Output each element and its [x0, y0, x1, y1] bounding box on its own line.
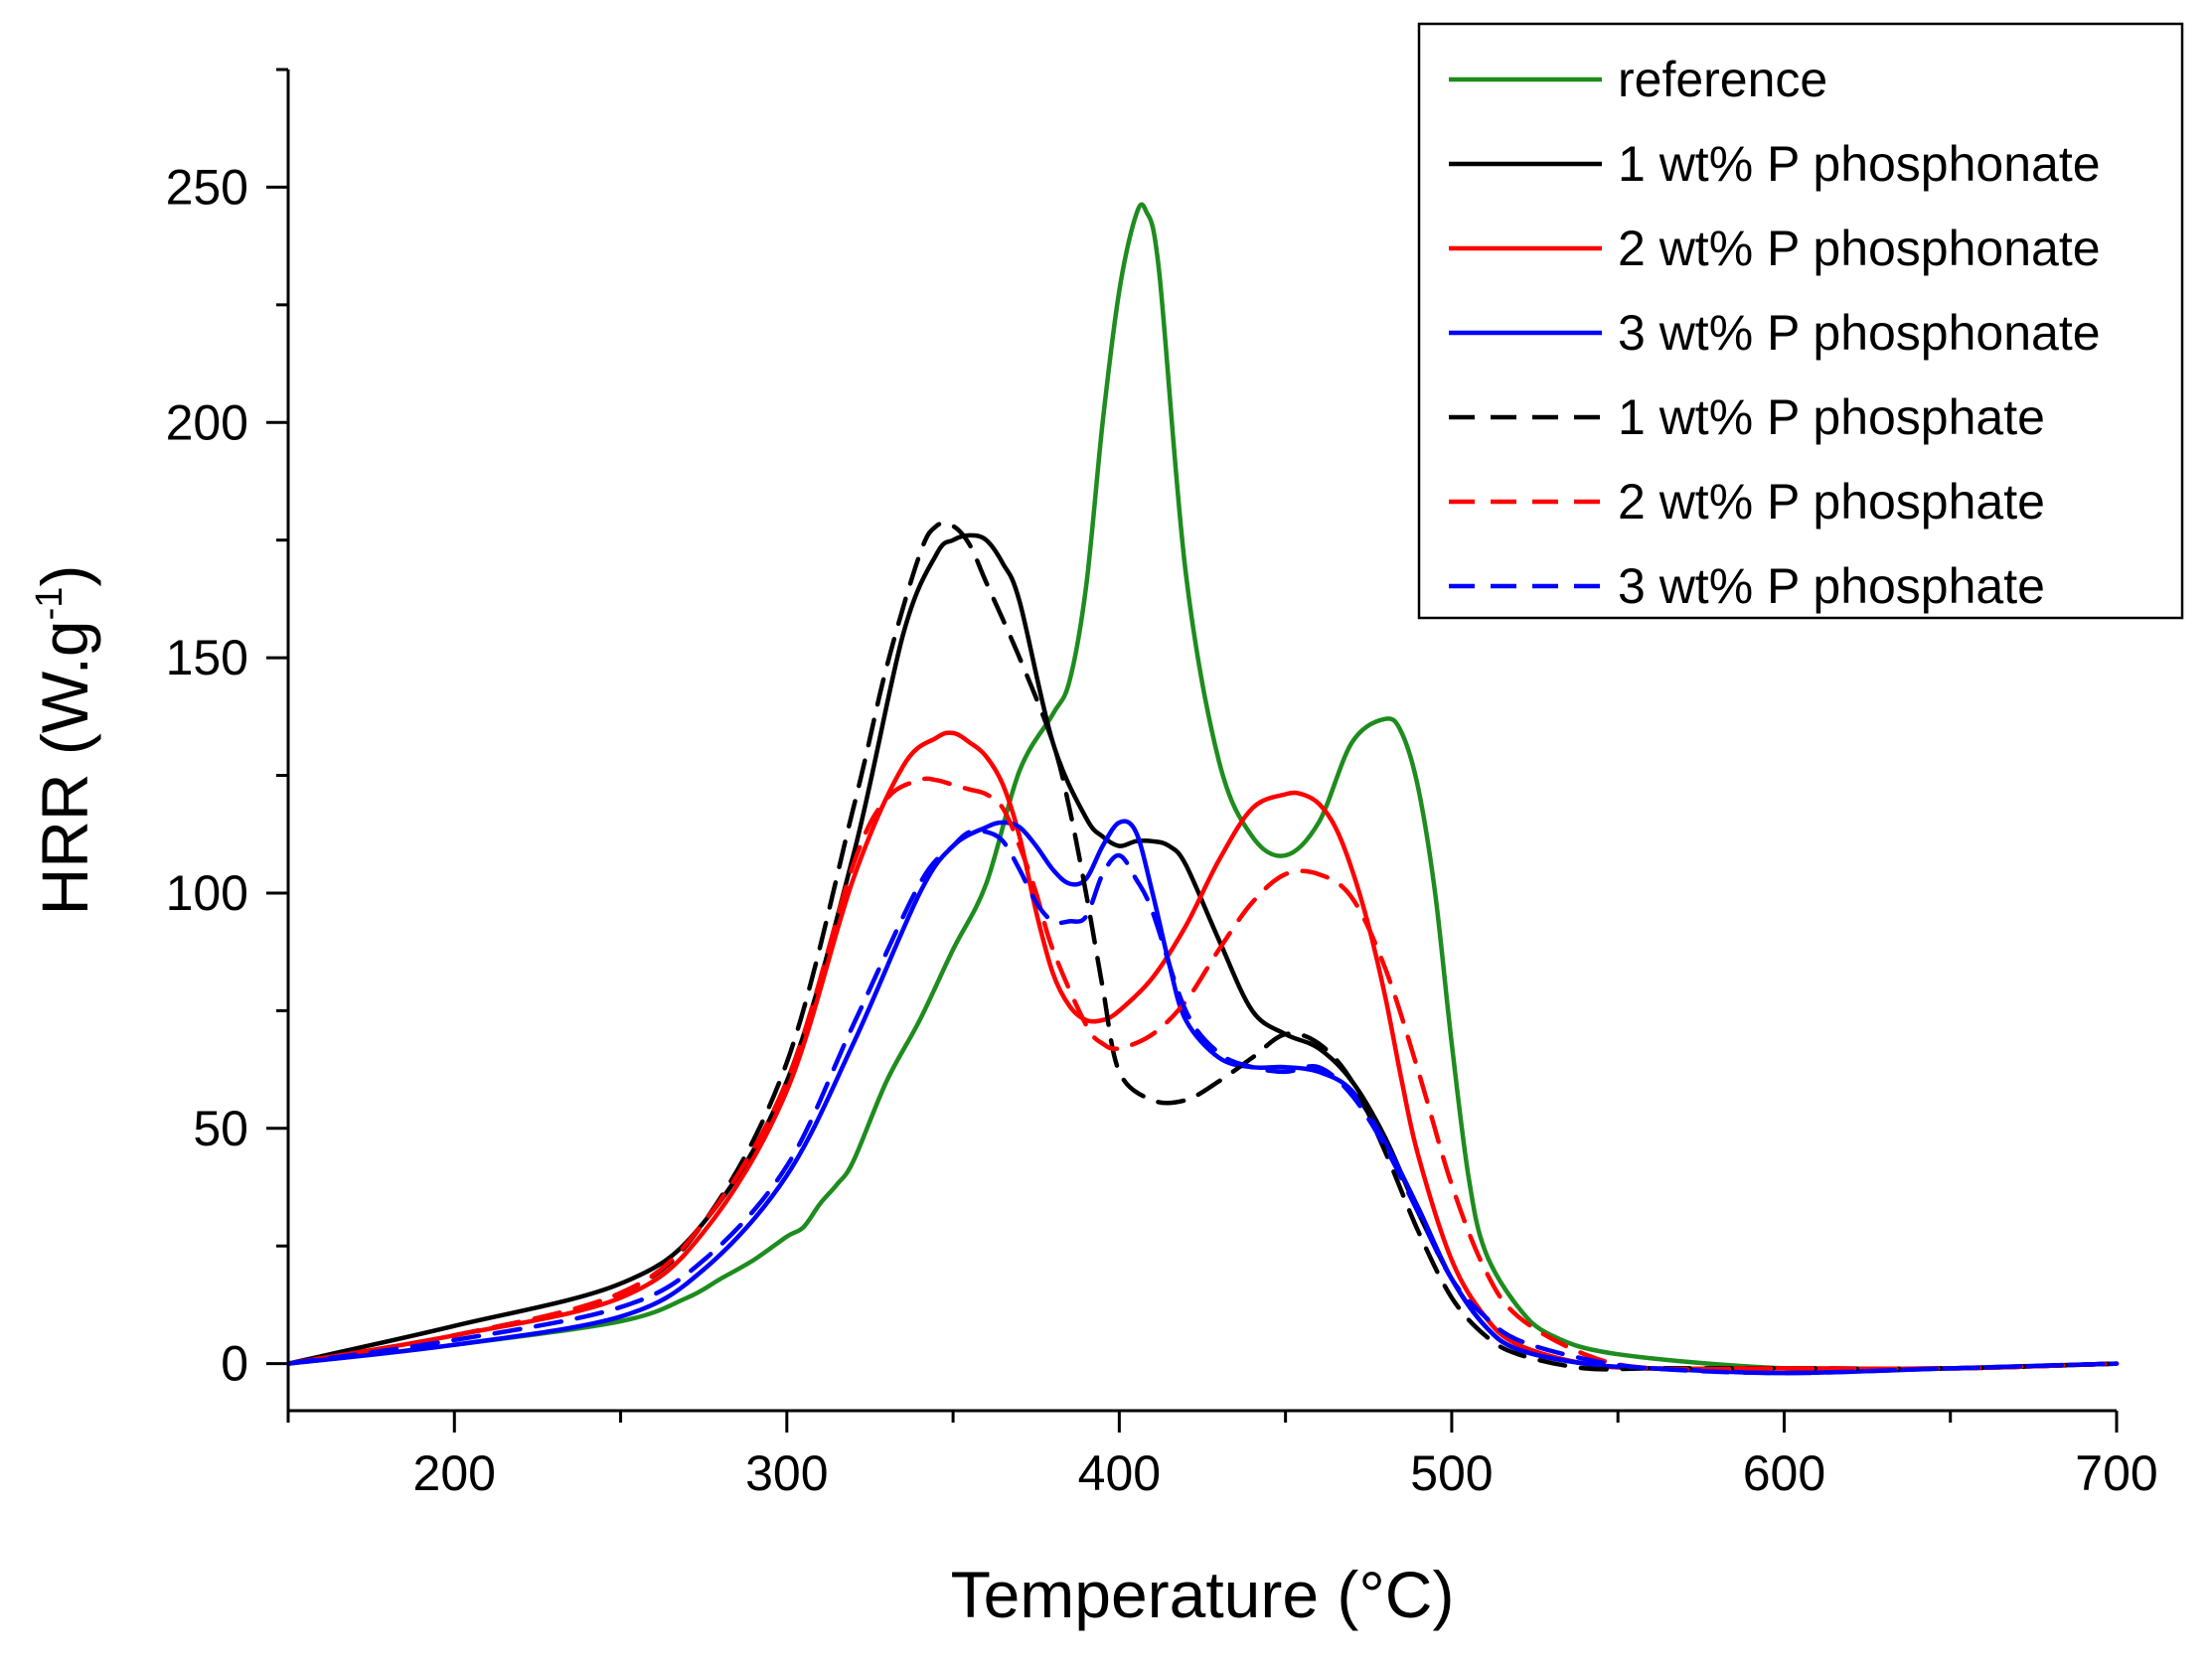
series-line-3-wt-p-phosphonate [285, 819, 2120, 1376]
series-line-1-wt-p-phosphonate [285, 532, 2120, 1372]
legend-label-1-wt-p-phosphonate: 1 wt% P phosphonate [1618, 136, 2101, 192]
series-line-reference [285, 202, 2120, 1372]
x-tick-label: 400 [1078, 1445, 1161, 1501]
legend-label-2-wt-p-phosphonate: 2 wt% P phosphonate [1618, 221, 2101, 276]
y-tick-label: 100 [166, 865, 248, 921]
y-axis-title-close: ) [28, 565, 101, 587]
y-axis-title-main: HRR (W.g [28, 620, 101, 915]
y-tick-label: 150 [166, 630, 248, 685]
legend-label-2-wt-p-phosphate: 2 wt% P phosphate [1618, 474, 2045, 529]
legend-label-3-wt-p-phosphate: 3 wt% P phosphate [1618, 558, 2045, 614]
x-tick-label: 500 [1410, 1445, 1493, 1501]
x-tick-label: 700 [2075, 1445, 2157, 1501]
series-line-2-wt-p-phosphonate [285, 730, 2120, 1372]
series-line-3-wt-p-phosphate [285, 828, 2120, 1376]
legend-box [1417, 22, 2184, 620]
legend-label-reference: reference [1618, 52, 1827, 107]
y-tick-label: 50 [193, 1101, 248, 1156]
y-axis-title: HRR (W.g-1) [28, 565, 101, 916]
y-tick-label: 250 [166, 159, 248, 215]
y-axis-title-superscript: -1 [29, 587, 71, 621]
tick-layer: 200 300 400 500 600 700 0 50 100 150 200 250 [166, 68, 2158, 1501]
y-tick-label: 0 [221, 1336, 248, 1392]
series-line-1-wt-p-phosphate [285, 521, 2120, 1372]
x-axis-title: Temperature (°C) [951, 1558, 1455, 1631]
series-line-2-wt-p-phosphate [285, 776, 2120, 1372]
y-tick-label: 200 [166, 394, 248, 450]
series-layer [285, 202, 2120, 1376]
legend-label-1-wt-p-phosphate: 1 wt% P phosphate [1618, 389, 2045, 445]
legend: reference 1 wt% P phosphonate 2 wt% P phos… [1417, 22, 2184, 620]
legend-items: reference 1 wt% P phosphonate 2 wt% P phos… [1449, 52, 2101, 614]
x-tick-label: 600 [1743, 1445, 1825, 1501]
x-tick-label: 300 [745, 1445, 828, 1501]
legend-label-3-wt-p-phosphonate: 3 wt% P phosphonate [1618, 305, 2101, 361]
x-tick-label: 200 [413, 1445, 496, 1501]
